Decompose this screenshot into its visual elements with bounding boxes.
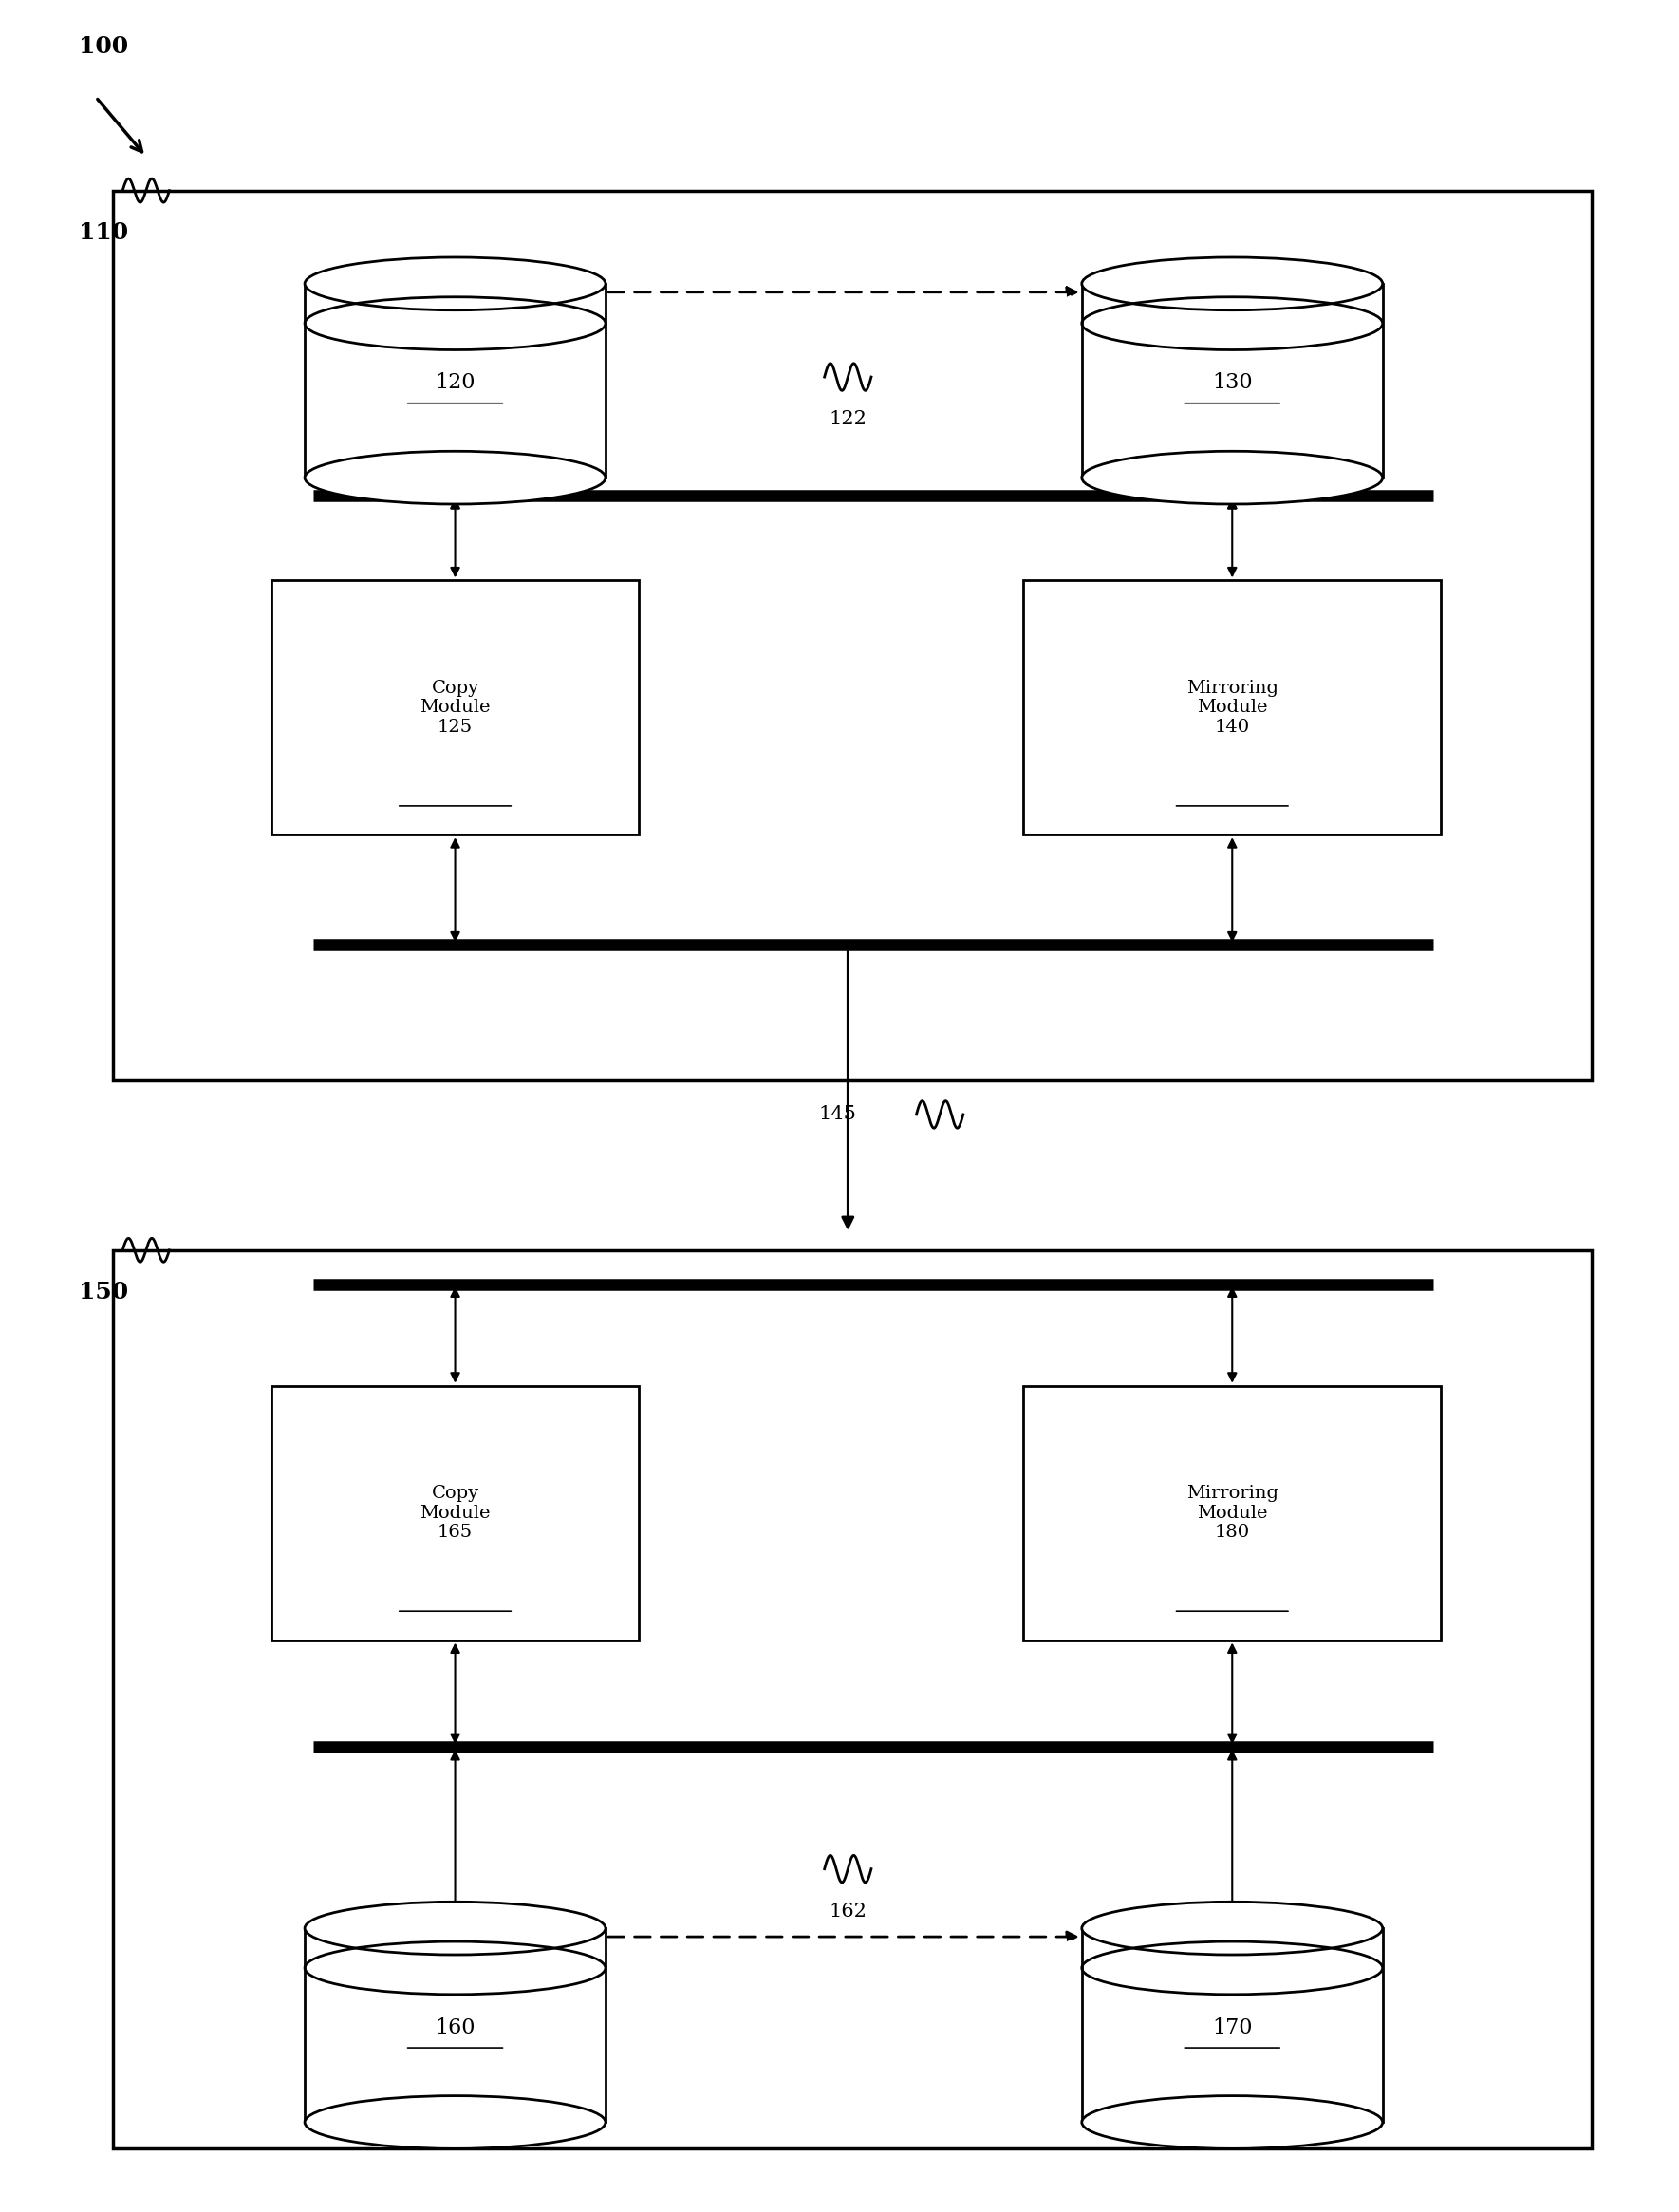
Bar [112, 190, 1592, 1082]
Bar [1081, 1929, 1382, 2121]
Bar [306, 283, 606, 478]
Ellipse shape [306, 257, 606, 310]
Ellipse shape [1081, 451, 1382, 504]
Ellipse shape [1081, 2095, 1382, 2148]
Text: Mirroring
Module
140: Mirroring Module 140 [1185, 679, 1278, 737]
Bar [1081, 283, 1382, 478]
Ellipse shape [1081, 257, 1382, 310]
Text: 122: 122 [829, 409, 866, 429]
Ellipse shape [306, 451, 606, 504]
Bar [1023, 1385, 1441, 1639]
Text: 130: 130 [1212, 372, 1253, 394]
Text: 120: 120 [435, 372, 475, 394]
Bar [1023, 580, 1441, 834]
Text: 170: 170 [1212, 2017, 1253, 2037]
Bar [112, 1250, 1592, 2148]
Ellipse shape [306, 2095, 606, 2148]
Bar [272, 1385, 640, 1639]
Text: 100: 100 [79, 35, 129, 58]
Bar [306, 1929, 606, 2121]
Ellipse shape [306, 1902, 606, 1955]
Text: 160: 160 [435, 2017, 475, 2037]
Text: 110: 110 [79, 221, 129, 243]
Text: Copy
Module
165: Copy Module 165 [420, 1484, 490, 1542]
Ellipse shape [1081, 1902, 1382, 1955]
Text: 145: 145 [818, 1106, 856, 1124]
Text: Copy
Module
125: Copy Module 125 [420, 679, 490, 737]
Text: 150: 150 [79, 1281, 129, 1303]
Bar [272, 580, 640, 834]
Text: Mirroring
Module
180: Mirroring Module 180 [1185, 1484, 1278, 1542]
Text: 162: 162 [829, 1902, 866, 1920]
